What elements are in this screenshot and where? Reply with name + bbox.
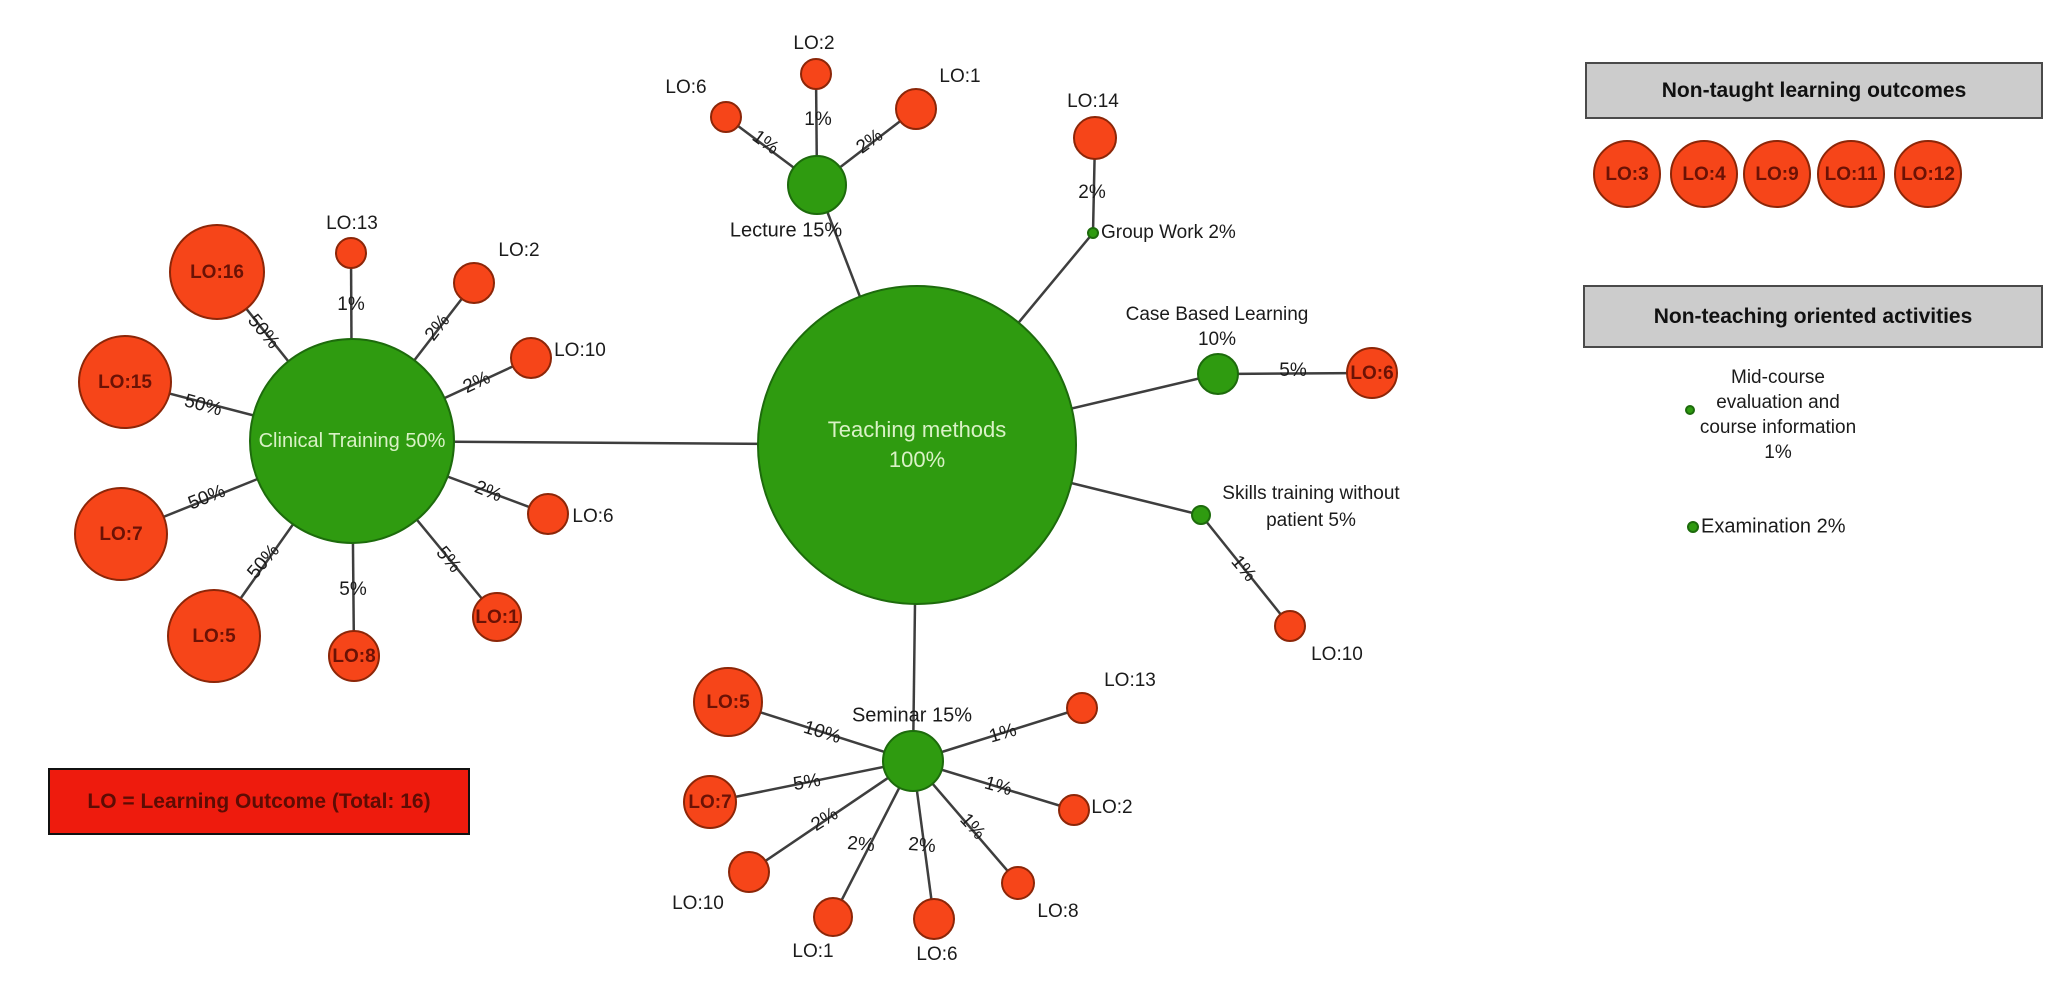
node-clinical-lo6 — [527, 493, 569, 535]
node-skills-lo10-label: LO:10 — [1311, 644, 1363, 665]
edge-label-groupwork-lo14: 2% — [1078, 182, 1106, 203]
node-lecture-lo6 — [710, 101, 742, 133]
node-seminar-lo1-label: LO:1 — [792, 941, 834, 962]
node-clinical-lo13 — [335, 237, 367, 269]
node-seminar-lo7: LO:7 — [683, 775, 737, 829]
edge-label-casebased-lo6: 5% — [1279, 360, 1307, 381]
edge-seminar-lo10 — [748, 759, 914, 874]
node-clinical-lo5: LO:5 — [167, 589, 261, 683]
edge-label-seminar-lo1: 2% — [846, 832, 876, 857]
node-clinical-lo6-label: LO:6 — [572, 506, 614, 527]
panel-non-teaching-header: Non-teaching oriented activities — [1583, 285, 2043, 348]
node-clinical-lo10-label: LO:10 — [554, 340, 606, 361]
node-seminar-lo6-label: LO:6 — [916, 944, 958, 965]
edge-label-clinical-lo8: 5% — [339, 579, 367, 600]
edge-skills-lo10 — [1200, 514, 1291, 627]
node-nontaught-lo11: LO:11 — [1817, 140, 1885, 208]
node-seminar-lo8-label: LO:8 — [1037, 901, 1079, 922]
node-skills-lo10 — [1274, 610, 1306, 642]
node-lecture-lo1-label: LO:1 — [939, 66, 981, 87]
hub-lecture-label: Lecture 15% — [729, 219, 843, 242]
hub-group-work — [1087, 227, 1099, 239]
node-seminar-lo2-label: LO:2 — [1091, 797, 1133, 818]
hub-teaching-methods: Teaching methods 100% — [757, 285, 1077, 605]
node-seminar-lo6 — [913, 898, 955, 940]
node-clinical-lo2 — [453, 262, 495, 304]
node-seminar-lo1 — [813, 897, 853, 937]
node-clinical-lo8: LO:8 — [328, 630, 380, 682]
node-groupwork-lo14 — [1073, 116, 1117, 160]
hub-lecture — [787, 155, 847, 215]
node-clinical-lo7: LO:7 — [74, 487, 168, 581]
node-seminar-lo2 — [1058, 794, 1090, 826]
node-clinical-lo16: LO:16 — [169, 224, 265, 320]
node-lecture-lo1 — [895, 88, 937, 130]
mid-course-label: Mid-course evaluation and course informa… — [1699, 367, 1857, 463]
edge-label-clinical-lo13: 1% — [337, 294, 365, 315]
hub-case-based-learning — [1197, 353, 1239, 395]
node-clinical-lo15: LO:15 — [78, 335, 172, 429]
node-seminar-lo5: LO:5 — [693, 667, 763, 737]
edge-seminar-lo7 — [709, 759, 914, 804]
edge-label-lecture-lo2: 1% — [804, 109, 832, 130]
legend-box: LO = Learning Outcome (Total: 16) — [48, 768, 470, 835]
node-seminar-lo8 — [1001, 866, 1035, 900]
node-nontaught-lo3: LO:3 — [1593, 140, 1661, 208]
node-nontaught-lo12: LO:12 — [1894, 140, 1962, 208]
node-groupwork-lo14-label: LO:14 — [1067, 91, 1119, 112]
edge-label-seminar-lo6: 2% — [907, 833, 937, 858]
hub-skills-training — [1191, 505, 1211, 525]
node-seminar-lo13-label: LO:13 — [1104, 670, 1156, 691]
hub-teaching-methods-label: Teaching methods 100% — [827, 417, 1007, 472]
panel-non-taught-header: Non-taught learning outcomes — [1585, 62, 2043, 119]
node-lecture-lo2-label: LO:2 — [793, 33, 835, 54]
node-casebased-lo6: LO:6 — [1346, 347, 1398, 399]
examination-dot — [1687, 521, 1699, 533]
hub-clinical-training-label: Clinical Training 50% — [258, 430, 446, 452]
hub-group-work-label: Group Work 2% — [1101, 222, 1236, 243]
node-clinical-lo10 — [510, 337, 552, 379]
node-clinical-lo2-label: LO:2 — [498, 240, 540, 261]
hub-seminar — [882, 730, 944, 792]
mid-course-dot — [1685, 405, 1695, 415]
node-nontaught-lo4: LO:4 — [1670, 140, 1738, 208]
node-seminar-lo13 — [1066, 692, 1098, 724]
hub-case-based-learning-label: Case Based Learning 10% — [1125, 304, 1309, 350]
hub-clinical-training: Clinical Training 50% — [249, 338, 455, 544]
node-seminar-lo10-label: LO:10 — [672, 893, 724, 914]
node-nontaught-lo9: LO:9 — [1743, 140, 1811, 208]
node-clinical-lo13-label: LO:13 — [326, 213, 378, 234]
examination-label: Examination 2% — [1701, 515, 1846, 538]
node-clinical-lo1: LO:1 — [472, 592, 522, 642]
edge-label-seminar-lo7: 5% — [791, 769, 823, 796]
hub-seminar-label: Seminar 15% — [851, 704, 973, 727]
hub-skills-training-label: Skills training without patient 5% — [1222, 483, 1400, 531]
node-lecture-lo2 — [800, 58, 832, 90]
node-lecture-lo6-label: LO:6 — [665, 77, 707, 98]
node-seminar-lo10 — [728, 851, 770, 893]
